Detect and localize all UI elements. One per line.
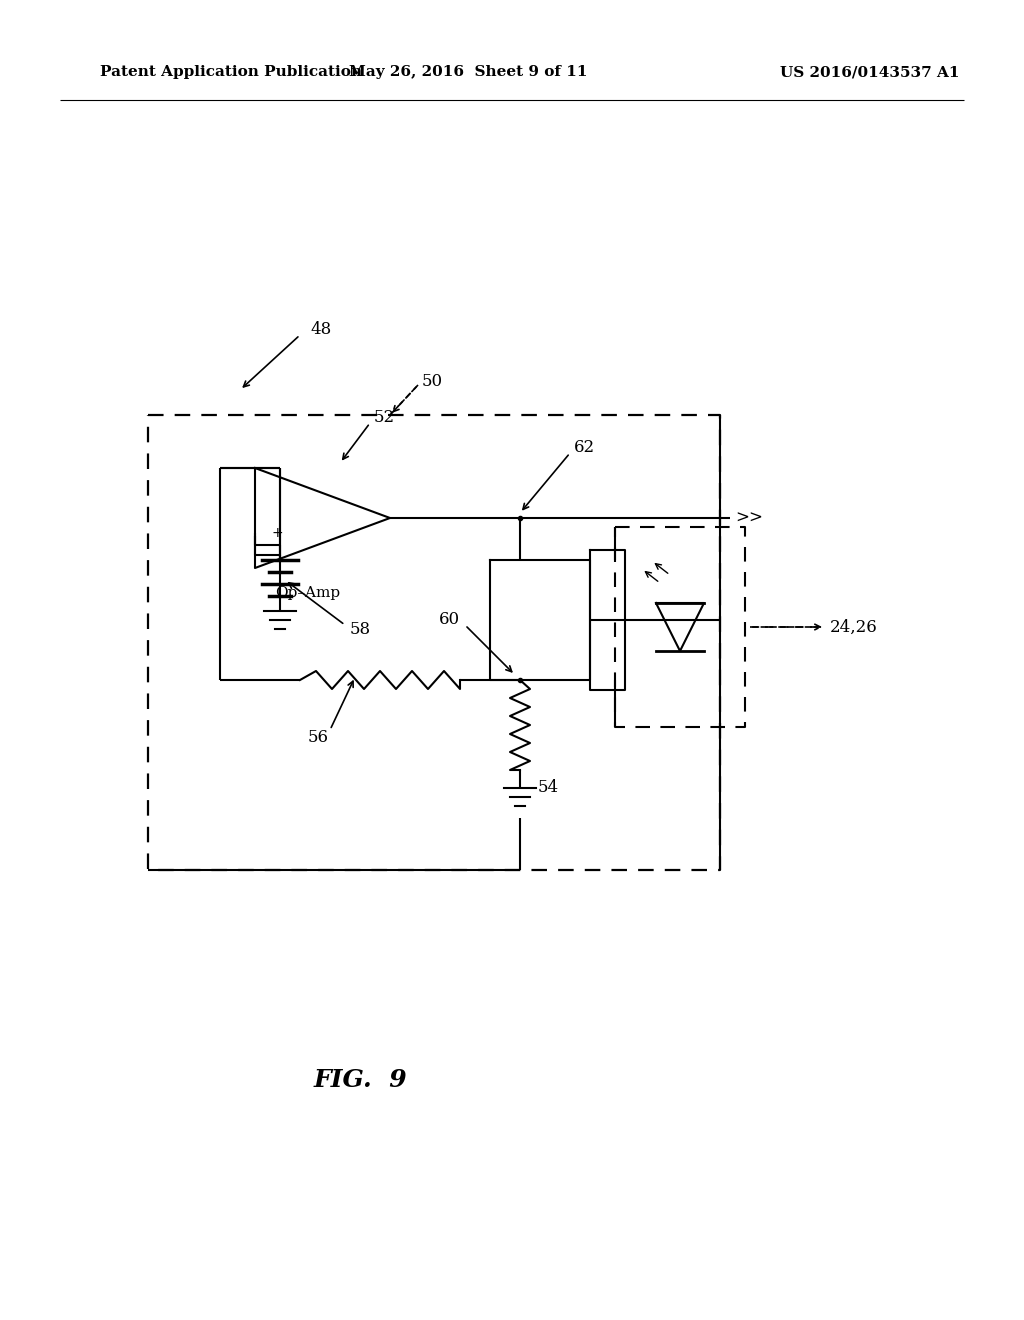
Text: May 26, 2016  Sheet 9 of 11: May 26, 2016 Sheet 9 of 11 (349, 65, 587, 79)
Text: 56: 56 (307, 730, 329, 747)
Text: 54: 54 (538, 780, 559, 796)
Text: FIG.  9: FIG. 9 (313, 1068, 407, 1092)
Text: Patent Application Publication: Patent Application Publication (100, 65, 362, 79)
Text: 50: 50 (422, 374, 443, 391)
Text: US 2016/0143537 A1: US 2016/0143537 A1 (780, 65, 959, 79)
Text: >>: >> (735, 510, 763, 527)
Text: 52: 52 (374, 409, 395, 426)
Text: 60: 60 (439, 611, 460, 628)
Text: Op–Amp: Op–Amp (275, 586, 341, 601)
Text: 62: 62 (574, 440, 595, 457)
Text: 24,26: 24,26 (830, 619, 878, 635)
Text: 48: 48 (310, 322, 331, 338)
Text: +: + (271, 525, 283, 540)
Text: 58: 58 (350, 622, 371, 639)
